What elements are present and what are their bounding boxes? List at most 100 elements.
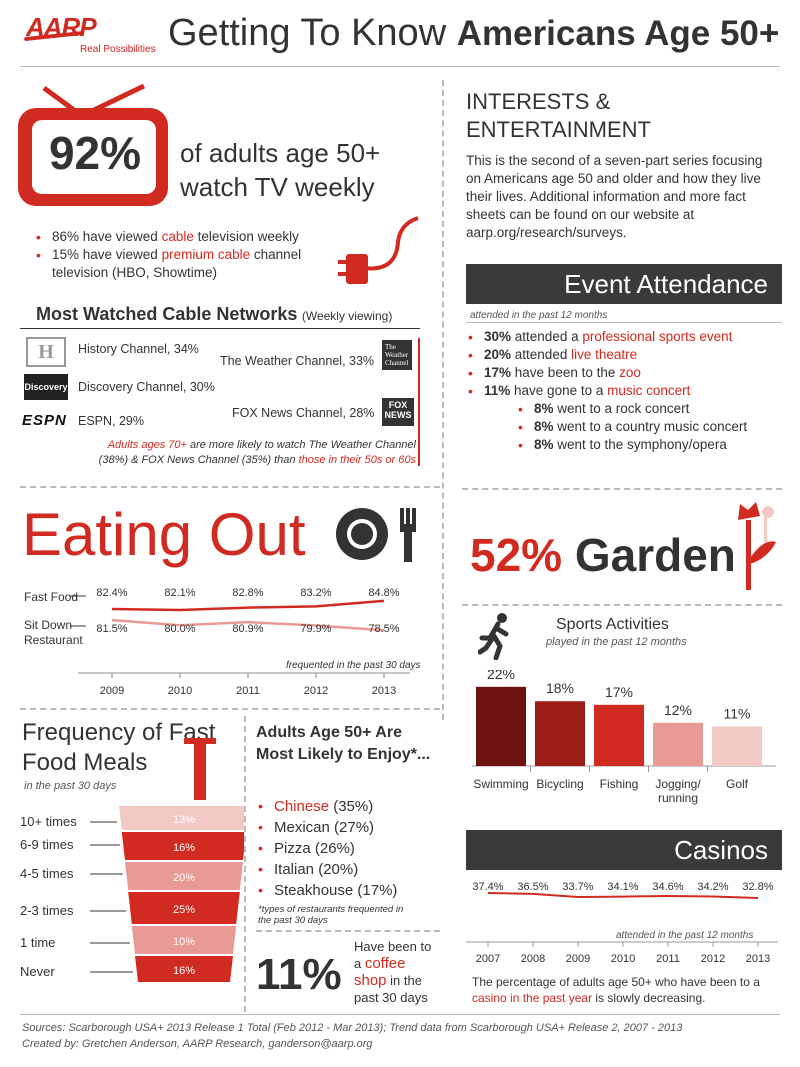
divider (462, 488, 782, 490)
plate-fork-icon (336, 508, 416, 562)
casino-year-label: 2011 (656, 953, 680, 965)
fastfood-row-label: Never (20, 964, 55, 979)
fastfood-row-label: 2-3 times (20, 903, 74, 918)
concert-item: 8% went to the symphony/opera (516, 436, 766, 454)
cup-segment-pct: 16% (173, 965, 195, 977)
eating-out-chart: 2009 2010 2011 2012 2013 82.4% 82.1% 82.8% 83.2%… (70, 587, 410, 697)
events-list: 30% attended a professional sports event… (466, 328, 786, 400)
divider (462, 604, 782, 606)
weather-channel-logo: The Weather Channel (382, 340, 412, 370)
sports-value-label: 11% (724, 705, 751, 721)
eating-data-label: 82.4% (96, 587, 127, 599)
eating-label-sitdown: Sit Down (24, 618, 73, 632)
cuisine-footnote: *types of restaurants frequented in the … (258, 904, 404, 926)
casinos-header: Casinos (466, 830, 782, 870)
sports-category-label: Bicycling (536, 777, 583, 791)
eating-year-label: 2010 (168, 685, 192, 697)
network-espn: ESPN, 29% (78, 414, 145, 428)
footer-rule (20, 1014, 780, 1015)
divider (442, 80, 444, 720)
casino-year-label: 2012 (701, 953, 725, 965)
tv-bullet-cable: 86% have viewed cable television weekly (34, 228, 354, 246)
straw (194, 740, 206, 800)
sports-bar (712, 726, 762, 766)
runner-icon (478, 613, 509, 660)
fastfood-row-label: 4-5 times (20, 866, 74, 881)
events-subtitle: attended in the past 12 months (470, 310, 608, 321)
coffee-stat: 11% (256, 950, 342, 999)
sports-bar (653, 722, 703, 766)
concert-sublist: 8% went to a rock concert 8% went to a c… (516, 400, 766, 454)
fastfood-row-label: 6-9 times (20, 837, 74, 852)
casino-year-label: 2007 (476, 953, 500, 965)
casino-note: attended in the past 12 months (616, 930, 754, 941)
cup-segment-pct: 13% (173, 814, 195, 826)
cup-segment-pct: 10% (173, 936, 195, 948)
cuisine-item: Chinese (35%) (256, 796, 436, 817)
discovery-logo: Discovery (24, 374, 68, 400)
sports-category-label: Golf (726, 777, 749, 791)
header-divider (20, 66, 780, 67)
eating-year-label: 2012 (304, 685, 328, 697)
eating-note: frequented in the past 30 days (286, 660, 421, 671)
aarp-tagline: Real Possibilities (80, 44, 156, 55)
divider (20, 486, 440, 488)
network-weather: The Weather Channel, 33% (220, 354, 375, 368)
cup-segment (135, 956, 233, 982)
tv-stat-text: of adults age 50+ watch TV weekly (180, 138, 381, 202)
tv-bullet-premium: 15% have viewed premium cable channel te… (34, 246, 354, 282)
footer-sources: Sources: Scarborough USA+ 2013 Release 1… (22, 1022, 683, 1034)
cuisine-item: Steakhouse (17%) (256, 880, 436, 901)
eating-data-label: 83.2% (300, 587, 331, 599)
eating-data-label: 81.5% (96, 623, 127, 635)
cup-segment-pct: 16% (173, 842, 195, 854)
casino-data-label: 34.2% (697, 881, 728, 893)
eating-label-fastfood: Fast Food (24, 590, 79, 604)
network-fox: FOX News Channel, 28% (232, 406, 375, 420)
tv-icon (18, 83, 168, 206)
divider (256, 930, 440, 932)
event-item: 30% attended a professional sports event (466, 328, 786, 346)
eating-series-line (111, 599, 385, 612)
eating-series-line (111, 618, 385, 632)
fastfood-cup-chart: 13% 10+ times 16% 6-9 times 20% 4-5 times 25% 2… (20, 738, 244, 982)
sports-value-label: 12% (664, 702, 692, 718)
concert-item: 8% went to a rock concert (516, 400, 766, 418)
eating-title: Eating Out (22, 501, 306, 568)
casino-data-label: 36.5% (517, 881, 548, 893)
straw-cap (184, 738, 216, 744)
event-item: 11% have gone to a music concert (466, 382, 786, 400)
page-title: Getting To Know Americans Age 50+ (168, 12, 780, 54)
events-rule (466, 322, 782, 323)
tv-bullets: 86% have viewed cable television weekly … (34, 228, 354, 282)
sports-value-label: 18% (546, 680, 574, 696)
sports-chart: 22% Swimming 18% Bicycling 17% Fishing 12% Jogg… (472, 670, 776, 805)
cup-segment (131, 926, 237, 954)
event-item: 20% attended live theatre (466, 346, 786, 364)
sports-category-label: Fishing (600, 777, 639, 791)
sports-title: Sports Activities (556, 616, 669, 633)
casino-year-label: 2013 (746, 953, 770, 965)
garden-stat: 52% Garden (470, 529, 736, 581)
fastfood-row-label: 10+ times (20, 814, 77, 829)
sports-subtitle: played in the past 12 months (546, 636, 687, 648)
divider (20, 708, 440, 710)
cuisine-list: Chinese (35%) Mexican (27%) Pizza (26%) … (256, 796, 436, 901)
eating-data-label: 80.9% (232, 623, 263, 635)
history-logo: H (26, 337, 66, 367)
cup-segment (119, 806, 244, 830)
concert-item: 8% went to a country music concert (516, 418, 766, 436)
casino-year-label: 2008 (521, 953, 545, 965)
casino-line (487, 891, 759, 899)
cuisine-item: Italian (20%) (256, 859, 436, 880)
eating-data-label: 79.9% (300, 623, 331, 635)
fastfood-subtitle: in the past 30 days (24, 780, 117, 792)
footer-credit: Created by: Gretchen Anderson, AARP Rese… (22, 1038, 373, 1050)
casino-data-label: 33.7% (562, 881, 593, 893)
eating-label-restaurant: Restaurant (24, 633, 83, 647)
cuisine-title: Adults Age 50+ Are Most Likely to Enjoy*… (256, 724, 431, 763)
sports-value-label: 22% (487, 670, 515, 682)
network-discovery: Discovery Channel, 30% (78, 380, 215, 394)
eating-year-label: 2013 (372, 685, 396, 697)
sports-bar (535, 701, 585, 766)
